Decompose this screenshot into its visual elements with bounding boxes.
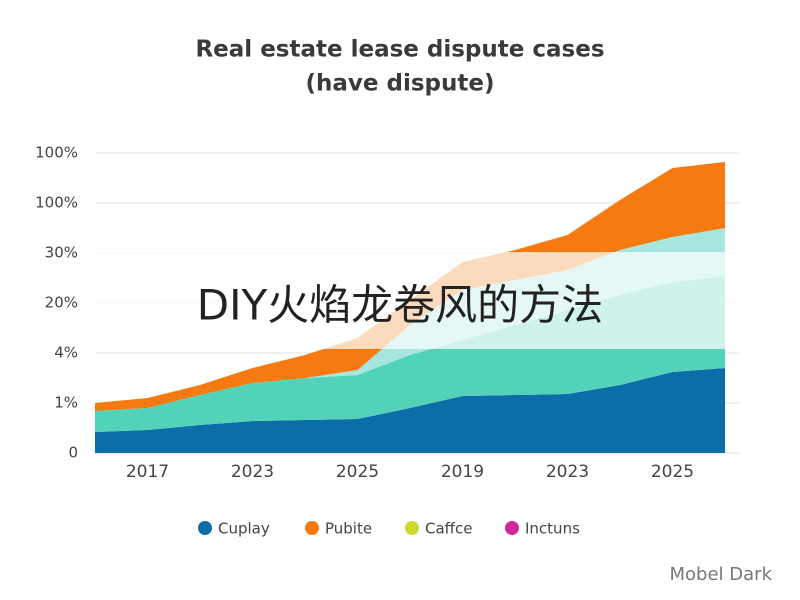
legend-label: Inctuns [525,520,580,538]
y-tick-label: 30% [45,244,78,262]
x-tick-label: 2023 [231,462,274,482]
x-tick-label: 2025 [336,462,379,482]
legend-label: Cuplay [218,520,270,538]
y-tick-label: 0 [68,444,78,462]
overlay-band [95,252,740,349]
x-tick-label: 2019 [441,462,484,482]
legend-marker [505,521,519,535]
legend-label: Caffce [425,520,472,538]
area [95,162,725,411]
area [95,368,725,453]
chart-title: Real estate lease dispute cases [195,37,604,63]
y-tick-label: 20% [45,294,78,312]
y-tick-label: 100% [35,194,78,212]
chart-subtitle: (have dispute) [306,71,495,97]
overlay-text: DIY火焰龙卷风的方法 [197,281,603,330]
x-tick-label: 2025 [651,462,694,482]
y-tick-label: 100% [35,144,78,162]
legend-marker [405,521,419,535]
legend-label: Pubite [325,520,372,538]
legend-marker [198,521,212,535]
y-tick-label: 4% [54,344,78,362]
watermark: Mobel Dark [670,564,773,585]
x-tick-label: 2023 [546,462,589,482]
x-tick-label: 2017 [126,462,169,482]
y-tick-label: 1% [54,394,78,412]
legend-marker [305,521,319,535]
